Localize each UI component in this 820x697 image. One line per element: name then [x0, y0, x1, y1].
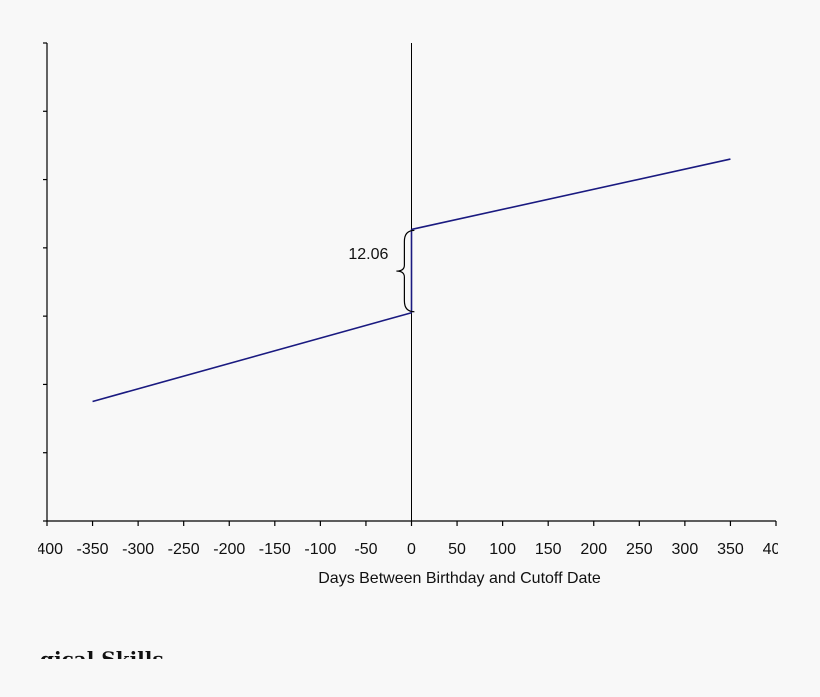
x-tick-label: -250 — [168, 541, 200, 558]
y-ticks — [43, 42, 47, 522]
x-tick-label: 100 — [489, 541, 516, 558]
x-tick-label: 0 — [407, 541, 416, 558]
annotations: 12.06 — [348, 229, 415, 313]
x-tick-label: -350 — [77, 541, 109, 558]
x-tick-label: 50 — [448, 541, 466, 558]
x-tick-labels: -400 -350 -300 -250 -200 -150 -100 -50 0 50 100 150… — [31, 541, 790, 558]
x-tick-label: -150 — [259, 541, 291, 558]
x-tick-label: -50 — [354, 541, 377, 558]
x-tick-label: 350 — [717, 541, 744, 558]
x-tick-label: 400 — [763, 541, 790, 558]
x-tick-label: 300 — [672, 541, 699, 558]
x-tick-label: -400 — [31, 541, 63, 558]
cut-off-caption: gical Skills — [40, 647, 164, 659]
x-tick-label: -200 — [213, 541, 245, 558]
x-tick-label: 200 — [580, 541, 607, 558]
series-segment — [92, 311, 412, 403]
x-ticks — [46, 521, 777, 526]
x-tick-label: -100 — [304, 541, 336, 558]
x-tick-label: -300 — [122, 541, 154, 558]
series — [92, 158, 731, 403]
series-segment — [411, 158, 731, 231]
x-axis-title: Days Between Birthday and Cutoff Date — [318, 570, 601, 587]
jump-value-label: 12.06 — [348, 246, 388, 263]
x-tick-label: 250 — [626, 541, 653, 558]
brace-annotation — [396, 229, 415, 313]
x-tick-label: 150 — [535, 541, 562, 558]
